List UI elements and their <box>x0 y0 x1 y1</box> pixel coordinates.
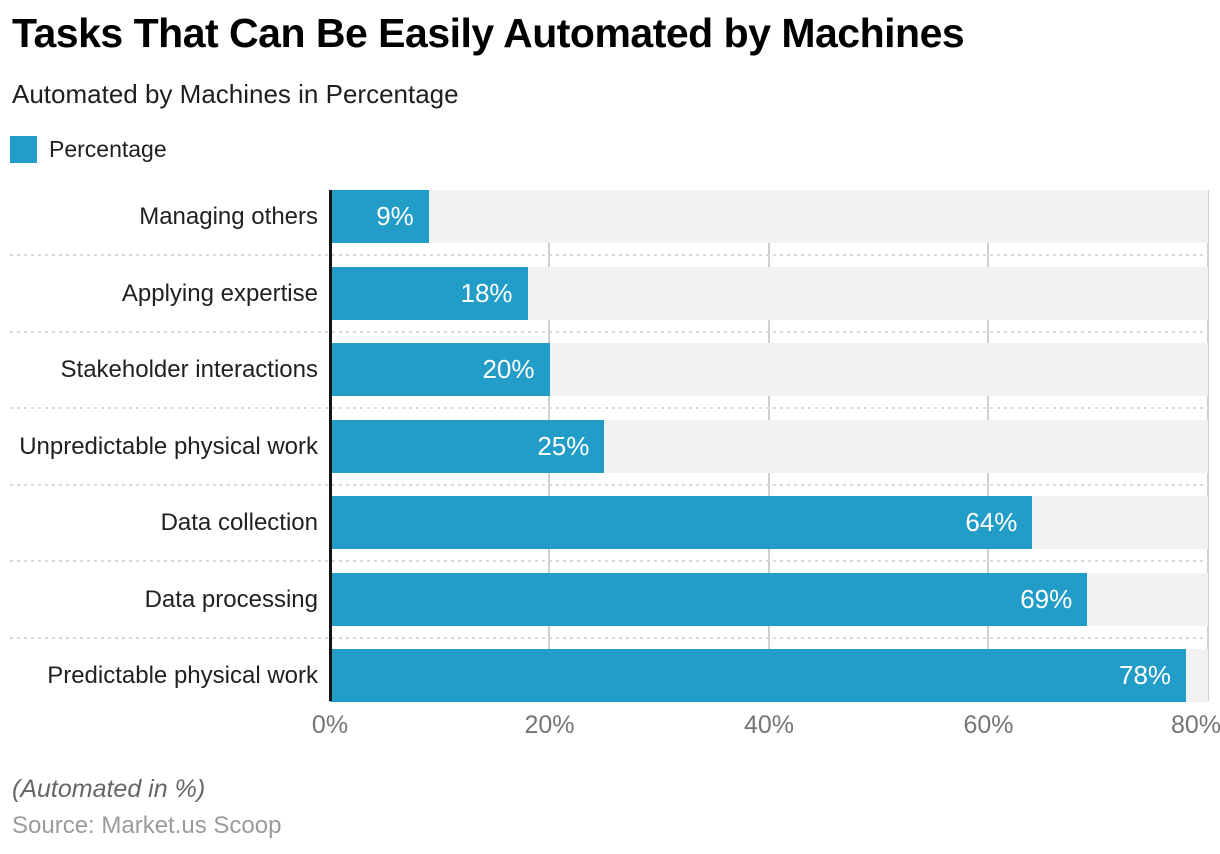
bar-track: 18% <box>330 266 1208 320</box>
y-axis-line <box>329 190 332 701</box>
bar-chart: Managing others 9% Applying expertise 18% St… <box>0 190 1220 702</box>
row-separator <box>10 560 1208 562</box>
bar-track: 69% <box>330 572 1208 626</box>
legend-label: Percentage <box>49 136 167 162</box>
bar-value-label: 25% <box>537 430 590 461</box>
bar-value-label: 20% <box>482 354 535 384</box>
bar[interactable]: 64% <box>330 496 1033 549</box>
x-tick-label: 40% <box>743 711 795 739</box>
x-tick-label: 80% <box>1170 711 1220 739</box>
source-text: Source: Market.us Scoop <box>12 812 282 839</box>
bar[interactable]: 69% <box>330 572 1088 626</box>
bar-value-label: 9% <box>376 201 414 231</box>
bar-track: 78% <box>330 649 1208 702</box>
bar-value-label: 18% <box>460 277 513 308</box>
row-separator <box>10 483 1208 486</box>
bar[interactable]: 78% <box>330 649 1187 702</box>
row-separator <box>10 330 1208 333</box>
chart-subtitle: Automated by Machines in Percentage <box>12 79 459 109</box>
bar[interactable]: 20% <box>330 343 550 396</box>
bar[interactable]: 9% <box>330 190 429 243</box>
category-label: Data processing <box>144 585 318 613</box>
bar-track: 25% <box>330 419 1208 473</box>
bar-track: 20% <box>330 343 1208 396</box>
bar-track: 64% <box>330 496 1208 549</box>
x-tick-label: 0% <box>311 711 349 739</box>
category-label: Predictable physical work <box>47 662 318 689</box>
row-separator <box>10 254 1208 256</box>
x-tick-label: 60% <box>963 711 1014 739</box>
x-tick-label: 20% <box>524 711 575 739</box>
category-label: Unpredictable physical work <box>19 432 318 460</box>
category-label: Applying expertise <box>121 279 318 307</box>
bar[interactable]: 25% <box>330 419 605 473</box>
legend-item[interactable]: Percentage <box>10 136 167 163</box>
bar[interactable]: 18% <box>330 266 528 320</box>
bar-track: 9% <box>330 190 1208 243</box>
legend-swatch-icon <box>10 136 37 163</box>
bar-value-label: 64% <box>965 507 1018 537</box>
bar-value-label: 69% <box>1020 583 1073 614</box>
category-label: Data collection <box>160 509 318 536</box>
chart-title: Tasks That Can Be Easily Automated by Ma… <box>12 10 965 56</box>
row-separator <box>10 636 1208 639</box>
x-axis: 0% 20% 40% 60% 80% <box>0 711 1220 745</box>
footnote: (Automated in %) <box>12 775 206 803</box>
bar-value-label: 78% <box>1119 660 1172 690</box>
row-separator <box>10 407 1208 409</box>
category-label: Managing others <box>139 203 318 230</box>
category-label: Stakeholder interactions <box>60 356 318 383</box>
